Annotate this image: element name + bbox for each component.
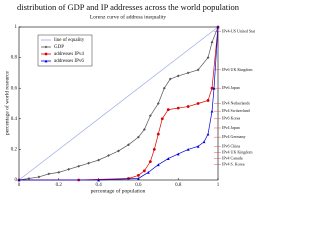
point [142, 169, 146, 173]
legend-marker [44, 52, 48, 56]
legend-marker [44, 45, 48, 49]
chart-subtitle: Lorenz curve of address inequality [90, 13, 167, 20]
legend-label: line of equality [54, 38, 85, 43]
point [117, 149, 120, 153]
point [206, 132, 210, 136]
point [186, 71, 190, 75]
point [196, 68, 200, 72]
legend-label: addresses IPv6 [54, 59, 84, 64]
legend-label: addresses IPv4 [54, 52, 84, 57]
annotation: IPv6 Korea [222, 116, 241, 121]
point [97, 178, 100, 182]
point [160, 117, 164, 121]
chart-title: distribution of GDP and IP addresses acr… [17, 2, 240, 12]
point [202, 140, 206, 144]
point [206, 99, 210, 102]
annotation: IPv4 Netherlands [222, 100, 250, 105]
point [142, 128, 146, 131]
point [47, 172, 51, 176]
point [152, 148, 156, 151]
point [156, 132, 160, 136]
y-axis-label: percentage of world resource [3, 70, 10, 135]
point [166, 108, 170, 112]
point [210, 109, 214, 113]
series-line [19, 26, 219, 181]
annotation: IPv4 Canada [222, 156, 243, 161]
point [127, 143, 130, 147]
point [196, 144, 200, 148]
point [168, 77, 172, 81]
series-line [18, 26, 219, 181]
point [210, 40, 214, 44]
legend-marker [44, 59, 48, 63]
point [57, 170, 61, 174]
series-line [19, 26, 219, 181]
annotation: IPv4 Japan [222, 125, 240, 130]
annotation: IPv4 Switzerland [222, 108, 250, 113]
point [216, 25, 220, 29]
y-tick-label: 1 [15, 25, 18, 30]
point [67, 167, 71, 171]
point [137, 135, 140, 139]
point [97, 158, 100, 162]
point [166, 157, 170, 160]
point [148, 160, 152, 164]
point [27, 177, 31, 180]
point [37, 175, 41, 179]
annotation: IPv4 Germany [222, 134, 245, 139]
point [87, 161, 91, 165]
point [196, 102, 200, 105]
point [137, 174, 140, 177]
x-tick-label: 1 [217, 183, 220, 188]
x-tick-label: 0 [18, 183, 21, 188]
x-tick-label: 0.8 [175, 183, 182, 188]
series-line [18, 26, 219, 181]
annotation: IPv4 S. Korea [222, 162, 245, 167]
annotation: IPv6 UK Kingdom [222, 67, 253, 72]
point [77, 164, 81, 168]
point [107, 154, 110, 157]
point [176, 152, 180, 156]
annotation: IPv4 UK Kingdom [222, 149, 253, 154]
point [162, 86, 166, 90]
y-tick-label: 0 [15, 178, 18, 183]
legend-label: GDP [54, 45, 64, 50]
y-tick-label: 0.4 [11, 117, 18, 122]
point [148, 114, 152, 118]
annotation: IPv6 China [222, 143, 240, 148]
point [176, 106, 180, 110]
chart: distribution of GDP and IP addresses acr… [3, 2, 255, 194]
point [156, 102, 160, 105]
point [206, 56, 210, 59]
annotation: IPv4-US United States [222, 29, 255, 34]
point [210, 86, 214, 90]
x-tick-label: 0.6 [135, 183, 142, 188]
x-axis-label: percentage of population [91, 187, 146, 194]
point [186, 105, 190, 108]
annotation: IPv6 Japan [222, 85, 240, 90]
y-tick-label: 0.6 [11, 86, 18, 91]
point [137, 177, 140, 180]
point [156, 163, 160, 167]
y-tick-label: 0.8 [11, 56, 18, 61]
point [212, 86, 216, 90]
x-tick-label: 0.4 [95, 183, 102, 188]
y-tick-label: 0.2 [11, 148, 18, 153]
point [176, 74, 180, 78]
point [186, 148, 190, 151]
point [146, 170, 150, 174]
x-tick-label: 0.2 [56, 183, 63, 188]
point [17, 178, 21, 182]
